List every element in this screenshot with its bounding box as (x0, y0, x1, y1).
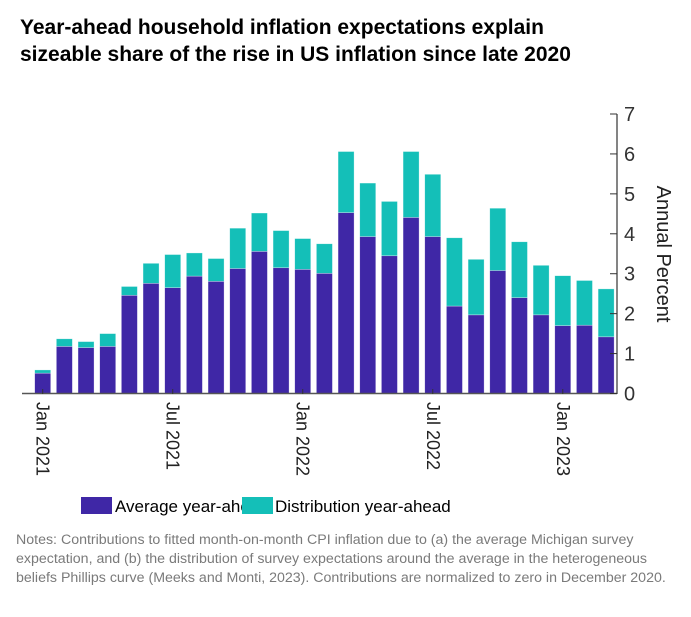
legend: Average year-ahead Distribution year-ahe… (81, 497, 451, 516)
bar-distribution-mar-2021 (77, 341, 95, 348)
bar-average-jul-2022 (424, 236, 442, 394)
bar-average-feb-2022 (316, 273, 333, 394)
legend-swatch-distribution (242, 497, 273, 514)
bar-average-nov-2022 (511, 297, 528, 394)
bar-distribution-jun-2021 (142, 263, 160, 284)
bar-distribution-feb-2023 (576, 280, 593, 326)
legend-swatch-average (81, 497, 112, 514)
bar-distribution-may-2021 (121, 286, 138, 296)
bar-average-mar-2022 (337, 212, 355, 394)
bar-distribution-dec-2021 (272, 230, 290, 269)
bar-distribution-aug-2021 (186, 252, 203, 277)
bar-distribution-nov-2021 (251, 212, 268, 252)
x-tick-label: Jan 2021 (33, 402, 53, 476)
y-tick-label: 5 (624, 184, 635, 206)
bar-average-feb-2023 (576, 324, 593, 394)
bar-distribution-apr-2022 (359, 182, 377, 237)
bar-average-jun-2021 (142, 282, 160, 394)
bar-average-mar-2021 (77, 347, 95, 394)
bar-average-dec-2021 (272, 267, 290, 394)
bar-distribution-jan-2021 (34, 369, 52, 374)
y-tick-label: 6 (624, 144, 635, 166)
y-ticks-group: 0 1 2 3 4 5 6 7 (610, 104, 635, 406)
bar-distribution-jul-2021 (164, 254, 182, 288)
bar-average-sep-2021 (207, 281, 225, 394)
bar-average-aug-2022 (446, 305, 463, 394)
bar-average-feb-2021 (56, 346, 73, 394)
bar-distribution-dec-2022 (532, 265, 550, 316)
bar-average-jan-2023 (554, 325, 572, 394)
bar-average-jul-2021 (164, 287, 182, 394)
bar-distribution-may-2022 (381, 201, 398, 257)
bar-distribution-aug-2022 (446, 237, 463, 307)
bar-average-sep-2022 (467, 314, 485, 394)
bar-distribution-apr-2021 (99, 333, 117, 347)
bar-distribution-mar-2023 (597, 288, 615, 338)
bar-average-oct-2022 (489, 270, 507, 394)
legend-label-average: Average year-ahead (115, 497, 269, 516)
y-tick-label: 3 (624, 264, 635, 286)
bar-average-dec-2022 (532, 314, 550, 394)
bar-distribution-jan-2022 (294, 238, 312, 270)
bar-average-apr-2022 (359, 236, 377, 394)
bar-average-may-2022 (381, 255, 398, 394)
chart-title-line-2: sizeable share of the rise in US inflati… (20, 43, 571, 66)
bar-distribution-jan-2023 (554, 275, 572, 326)
legend-label-distribution: Distribution year-ahead (275, 497, 451, 516)
y-axis-label: Annual Percent (652, 186, 674, 323)
chart-notes: Notes: Contributions to fitted month-on-… (16, 532, 666, 586)
bar-distribution-nov-2022 (511, 241, 528, 298)
y-tick-label: 1 (624, 344, 635, 366)
x-tick-label: Jan 2022 (293, 402, 313, 476)
bar-average-mar-2023 (597, 336, 615, 394)
bar-average-jan-2022 (294, 269, 312, 394)
x-tick-label: Jul 2021 (163, 402, 183, 470)
bar-distribution-jul-2022 (424, 173, 442, 237)
bar-average-jun-2022 (402, 217, 420, 394)
x-ticks-group: Jan 2021 Jul 2021 Jan 2022 Jul 2022 Jan 2023 (33, 389, 573, 476)
bar-average-may-2021 (121, 294, 138, 394)
x-tick-label: Jul 2022 (423, 402, 443, 470)
y-tick-label: 2 (624, 304, 635, 326)
y-tick-label: 4 (624, 224, 635, 246)
bars-group (34, 151, 615, 394)
bar-average-oct-2021 (229, 268, 247, 394)
bar-average-aug-2021 (186, 275, 203, 394)
chart-title-line-1: Year-ahead household inflation expectati… (20, 16, 544, 39)
bar-distribution-feb-2022 (316, 243, 333, 274)
bar-distribution-oct-2022 (489, 207, 507, 271)
x-tick-label: Jan 2023 (553, 402, 573, 476)
bar-average-nov-2021 (251, 251, 268, 394)
bar-distribution-mar-2022 (337, 151, 355, 213)
bar-distribution-feb-2021 (56, 338, 73, 347)
bar-distribution-jun-2022 (402, 151, 420, 218)
bar-distribution-oct-2021 (229, 227, 247, 269)
y-tick-label: 0 (624, 384, 635, 406)
chart-title: Year-ahead household inflation expectati… (20, 14, 680, 68)
bar-distribution-sep-2022 (467, 259, 485, 316)
bar-average-apr-2021 (99, 346, 117, 394)
y-tick-label: 7 (624, 104, 635, 126)
bar-distribution-sep-2021 (207, 258, 225, 282)
